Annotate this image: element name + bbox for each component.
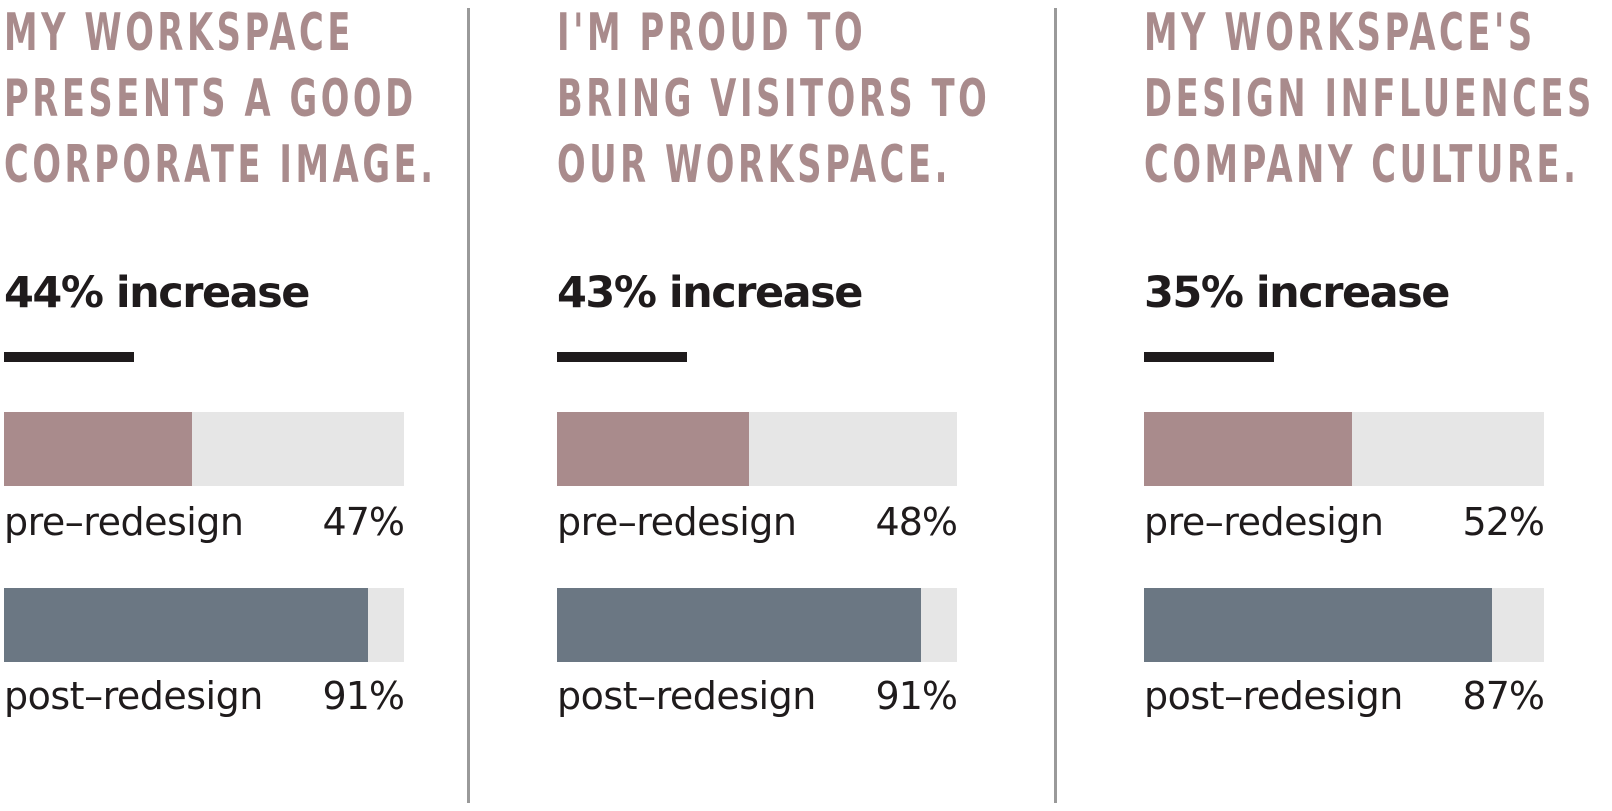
post-redesign-value: 91% (875, 674, 958, 718)
pre-redesign-value: 47% (322, 500, 405, 544)
panel-heading: MY WORKSPACE PRESENTS A GOOD CORPORATE I… (4, 0, 437, 198)
post-redesign-bar (557, 588, 921, 662)
increase-label: 44% increase (4, 268, 310, 318)
heading-line: DESIGN INFLUENCES (1144, 69, 1595, 129)
pre-redesign-value: 48% (875, 500, 958, 544)
accent-rule (1144, 352, 1274, 362)
panel-divider (467, 8, 470, 803)
pre-redesign-bar (4, 412, 192, 486)
pre-redesign-value: 52% (1462, 500, 1545, 544)
panel-heading: I'M PROUD TO BRING VISITORS TO OUR WORKS… (557, 0, 990, 198)
pre-redesign-label: pre–redesign (557, 500, 797, 544)
pre-redesign-bar-track (557, 412, 957, 486)
post-redesign-bar-track (1144, 588, 1544, 662)
heading-line: I'M PROUD TO (557, 3, 867, 63)
heading-line: OUR WORKSPACE. (557, 135, 951, 195)
pre-redesign-bar (1144, 412, 1352, 486)
post-redesign-bar (4, 588, 368, 662)
post-redesign-value: 91% (322, 674, 405, 718)
post-redesign-bar (1144, 588, 1492, 662)
pre-redesign-bar-track (4, 412, 404, 486)
pre-redesign-bar (557, 412, 749, 486)
chart-panel-company-culture: MY WORKSPACE'S DESIGN INFLUENCES COMPANY… (1144, 0, 1591, 811)
heading-line: CORPORATE IMAGE. (4, 135, 437, 195)
increase-label: 35% increase (1144, 268, 1450, 318)
post-redesign-label: post–redesign (1144, 674, 1403, 718)
heading-line: PRESENTS A GOOD (4, 69, 417, 129)
pre-redesign-bar-track (1144, 412, 1544, 486)
post-redesign-label: post–redesign (557, 674, 816, 718)
heading-line: BRING VISITORS TO (557, 69, 991, 129)
panel-heading: MY WORKSPACE'S DESIGN INFLUENCES COMPANY… (1144, 0, 1595, 198)
increase-label: 43% increase (557, 268, 863, 318)
heading-line: MY WORKSPACE (4, 3, 354, 63)
chart-panel-corporate-image: MY WORKSPACE PRESENTS A GOOD CORPORATE I… (4, 0, 433, 811)
heading-line: COMPANY CULTURE. (1144, 135, 1580, 195)
panel-divider (1054, 8, 1057, 803)
pre-redesign-label: pre–redesign (1144, 500, 1384, 544)
chart-panel-proud-visitors: I'M PROUD TO BRING VISITORS TO OUR WORKS… (557, 0, 987, 811)
post-redesign-bar-track (4, 588, 404, 662)
accent-rule (4, 352, 134, 362)
post-redesign-bar-track (557, 588, 957, 662)
post-redesign-label: post–redesign (4, 674, 263, 718)
post-redesign-value: 87% (1462, 674, 1545, 718)
accent-rule (557, 352, 687, 362)
heading-line: MY WORKSPACE'S (1144, 3, 1536, 63)
pre-redesign-label: pre–redesign (4, 500, 244, 544)
